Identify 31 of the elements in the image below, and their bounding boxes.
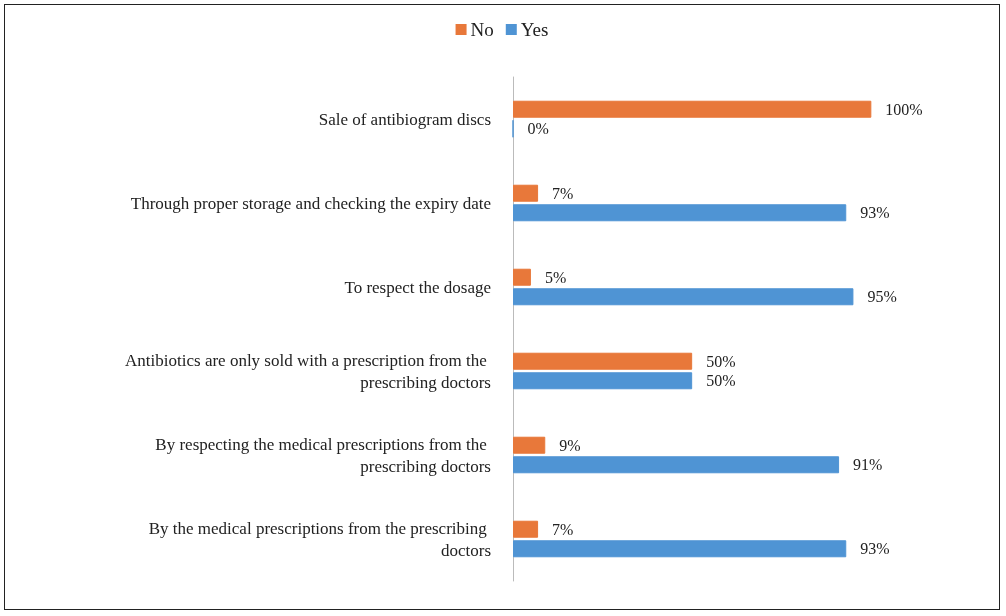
bar (513, 520, 539, 538)
y-tick-label: Through proper storage and checking the expiry date (130, 193, 491, 213)
bar (513, 540, 847, 558)
y-tick-label: Sale of antibiogram discs (318, 109, 491, 129)
data-label: 5% (544, 268, 567, 286)
bar (513, 372, 693, 390)
data-label: 93% (860, 540, 890, 558)
y-tick-label: Antibiotics are only sold with a prescription from the prescribing doctors (125, 350, 491, 392)
legend-label: Yes (520, 19, 549, 40)
bar (513, 100, 872, 118)
data-label: 9% (559, 436, 581, 454)
y-tick-label: By respecting the medical prescriptions from the prescribing doctors (155, 434, 491, 476)
data-label: 50% (706, 352, 736, 370)
data-label: 100% (885, 100, 923, 118)
data-label: 50% (706, 372, 736, 390)
data-label: 91% (853, 456, 883, 474)
bar (513, 184, 539, 202)
bar (513, 436, 546, 454)
data-label: 7% (552, 520, 574, 538)
data-label: 95% (867, 288, 897, 306)
data-label: 0% (527, 120, 549, 138)
bar (513, 352, 693, 370)
bar (513, 288, 854, 306)
bar (513, 456, 840, 474)
legend-label: No (470, 19, 494, 40)
y-tick-label: To respect the dosage (344, 277, 491, 297)
data-label: 7% (552, 184, 574, 202)
bar (513, 204, 847, 222)
bar (513, 268, 531, 286)
data-label: 93% (860, 204, 890, 222)
y-tick-label: By the medical prescriptions from the prescribing doctors (148, 518, 491, 560)
